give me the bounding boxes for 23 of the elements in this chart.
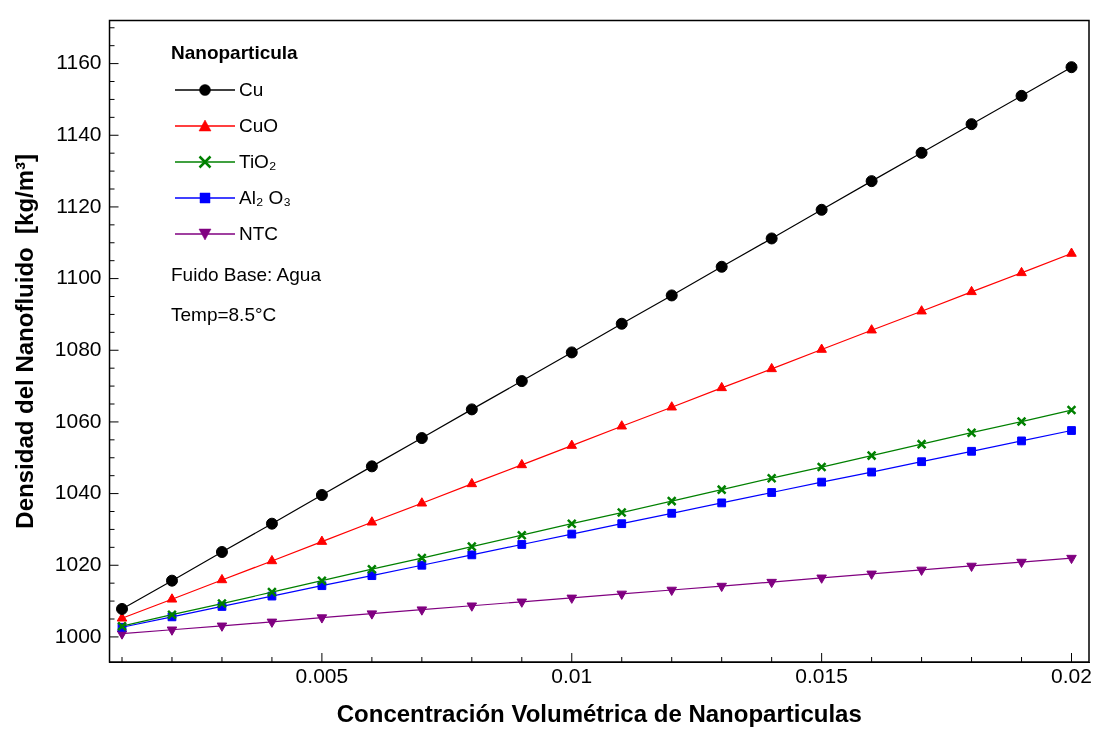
y-tick-label: 1140 (56, 122, 102, 146)
legend-title: Nanoparticula (171, 42, 299, 64)
annotation: Temp=8.5°C (171, 303, 278, 327)
y-axis-title: Densidad del Nanofluido [kg/m³] (11, 153, 39, 529)
x-tick-label: 0.02 (1051, 664, 1092, 688)
y-tick-label: 1100 (56, 265, 102, 289)
legend-label: Cu (239, 79, 264, 101)
x-tick-label: 0.015 (795, 664, 848, 688)
annotation: Fuido Base: Agua (171, 263, 321, 287)
y-tick-label: 1000 (54, 623, 102, 647)
x-tick-label: 0.01 (551, 664, 593, 688)
legend-label: Al₂ O₃ (239, 187, 292, 209)
x-axis-title: Concentración Volumétrica de Nanoparticulas (336, 700, 862, 728)
y-tick-label: 1160 (56, 50, 102, 74)
x-tick-label: 0.005 (295, 664, 349, 688)
y-tick-label: 1020 (54, 552, 102, 576)
y-tick-label: 1060 (54, 408, 102, 432)
legend-label: CuO (239, 115, 279, 137)
y-tick-label: 1080 (54, 337, 102, 361)
y-tick-label: 1040 (54, 480, 102, 504)
legend-label: NTC (239, 223, 279, 245)
y-tick-label: 1120 (56, 193, 102, 217)
legend-label: TiO₂ (239, 151, 277, 173)
